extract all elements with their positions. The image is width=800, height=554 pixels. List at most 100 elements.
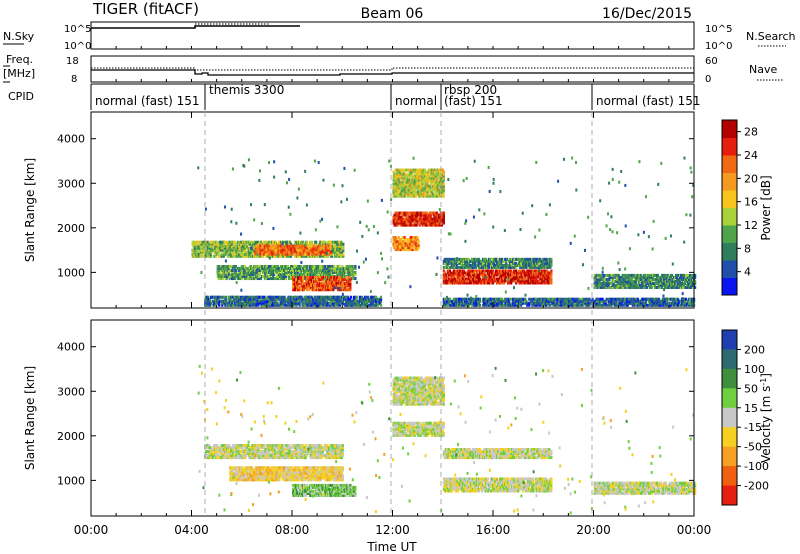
- echo-cell: [213, 248, 216, 252]
- echo-cell: [461, 273, 465, 277]
- echo-cell: [430, 186, 433, 190]
- echo-cell: [219, 242, 222, 246]
- echo-cell: [369, 297, 373, 301]
- nave-tick-0: 0: [705, 74, 711, 85]
- echo-cell: [351, 269, 354, 273]
- echo-cell: [261, 254, 265, 258]
- echo-cell: [280, 297, 283, 301]
- echo-cell: [310, 276, 313, 280]
- echo-cell: [298, 280, 301, 284]
- echo-cell: [544, 259, 547, 263]
- echo-cell: [326, 267, 329, 271]
- echo-cell: [538, 279, 541, 283]
- echo-cell: [464, 277, 468, 281]
- echo-cell: [217, 277, 220, 281]
- echo-cell: [539, 269, 542, 273]
- echo-cell: [546, 265, 549, 269]
- echo-cell: [307, 242, 310, 246]
- echo-cell: [510, 269, 513, 273]
- echo-cell: [441, 192, 444, 196]
- echo-cell: [527, 257, 530, 261]
- echo-cell: [422, 190, 425, 194]
- echo-cell: [414, 240, 417, 244]
- echo-cell: [300, 278, 303, 282]
- echo-cell: [327, 248, 330, 252]
- echo-cell: [401, 236, 404, 240]
- echo-cell: [265, 248, 268, 252]
- echo-cell: [545, 257, 548, 261]
- echo-cell: [412, 211, 415, 215]
- echo-cell: [409, 190, 412, 194]
- echo-cell: [392, 221, 395, 225]
- echo-cell: [499, 303, 502, 307]
- echo-cell: [329, 301, 332, 305]
- echo-cell: [449, 279, 452, 283]
- echo-cell: [399, 246, 402, 250]
- echo-cell: [319, 295, 322, 299]
- echo-cell: [342, 252, 345, 256]
- echo-cell: [313, 267, 316, 271]
- echo-cell: [472, 271, 476, 275]
- echo-cell: [222, 254, 225, 258]
- echo-cell: [487, 263, 491, 267]
- echo-cell: [490, 279, 494, 283]
- echo-cell: [550, 259, 553, 263]
- echo-cell: [478, 299, 482, 303]
- echo-cell: [304, 267, 307, 271]
- echo-cell: [279, 265, 283, 269]
- echo-cell: [207, 295, 210, 299]
- echo-cell: [460, 275, 464, 279]
- echo-cell: [210, 250, 213, 254]
- echo-cell: [306, 280, 309, 284]
- echo-cell: [303, 284, 306, 288]
- echo-cell: [326, 295, 329, 299]
- echo-cell: [483, 263, 487, 267]
- echo-cell: [529, 281, 532, 285]
- echo-cell: [239, 269, 242, 273]
- echo-cell: [305, 254, 308, 258]
- echo-cell: [257, 275, 261, 279]
- echo-cell: [273, 244, 276, 248]
- echo-cell: [298, 301, 301, 305]
- echo-cell: [308, 286, 311, 290]
- echo-cell: [448, 297, 451, 301]
- echo-cell: [431, 170, 434, 174]
- echo-cell: [341, 250, 344, 254]
- echo-cell: [428, 184, 431, 188]
- echo-cell: [228, 242, 231, 246]
- echo-cell: [289, 295, 292, 299]
- echo-cell: [355, 295, 359, 299]
- echo-cell: [517, 297, 520, 301]
- echo-cell: [194, 244, 197, 248]
- echo-cell: [305, 297, 308, 301]
- echo-cell: [494, 279, 497, 283]
- echo-cell: [539, 275, 542, 279]
- echo-cell: [549, 275, 552, 279]
- echo-cell: [215, 240, 218, 244]
- echo-cell: [269, 273, 273, 277]
- echo-cell: [298, 254, 301, 258]
- nsky-tick-bottom-left: 10^0: [64, 41, 91, 52]
- echo-cell: [257, 265, 261, 269]
- echo-cell: [401, 246, 404, 250]
- echo-cell: [488, 279, 492, 283]
- echo-cell: [550, 273, 553, 277]
- echo-cell: [438, 217, 441, 221]
- echo-cell: [195, 242, 198, 246]
- echo-cell: [408, 238, 411, 242]
- echo-cell: [467, 257, 471, 261]
- echo-cell: [422, 192, 425, 196]
- echo-cell: [275, 271, 279, 275]
- echo-cell: [318, 297, 321, 301]
- echo-cell: [218, 273, 221, 277]
- echo-cell: [434, 190, 437, 194]
- echo-cell: [275, 295, 278, 299]
- echo-cell: [426, 190, 429, 194]
- echo-cell: [258, 250, 261, 254]
- echo-cell: [416, 236, 419, 240]
- echo-cell: [467, 269, 471, 273]
- echo-cell: [283, 246, 286, 250]
- echo-cell: [418, 219, 421, 223]
- echo-cell: [415, 182, 418, 186]
- echo-cell: [225, 240, 228, 244]
